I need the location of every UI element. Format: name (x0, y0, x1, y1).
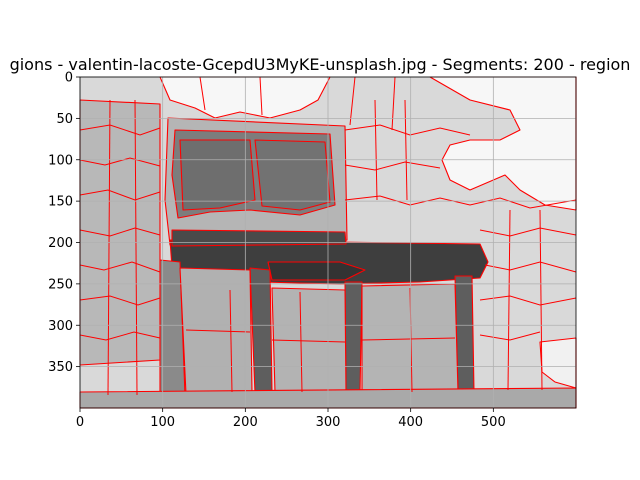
y-tick-label: 0 (65, 71, 73, 86)
y-tick-label: 350 (48, 360, 73, 375)
x-tick-label: 100 (150, 415, 175, 430)
x-tick-label: 400 (398, 415, 423, 430)
grid (79, 76, 576, 408)
x-tick-label: 0 (76, 415, 84, 430)
chair-back-inner (179, 139, 256, 211)
x-tick-label: 200 (233, 415, 258, 430)
y-tick-label: 50 (56, 112, 73, 127)
bright-region-right (429, 76, 577, 211)
seat-band-upper (171, 229, 347, 247)
segment-boundaries (79, 76, 577, 396)
y-tick-label: 250 (48, 277, 73, 292)
y-tick-label: 100 (48, 153, 73, 168)
x-tick-label: 300 (316, 415, 341, 430)
y-axis: 0 50 100 150 200 250 300 350 (48, 71, 80, 375)
y-tick-label: 200 (48, 236, 73, 251)
y-tick-label: 300 (48, 319, 73, 334)
middle-leg (344, 281, 363, 395)
x-axis: 0 100 200 300 400 500 (76, 408, 506, 430)
y-tick-label: 150 (48, 195, 73, 210)
chair-back-inner-2 (254, 139, 331, 211)
plot-title: gions - valentin-lacoste-GcepdU3MyKE-uns… (10, 55, 631, 74)
x-tick-label: 500 (481, 415, 506, 430)
